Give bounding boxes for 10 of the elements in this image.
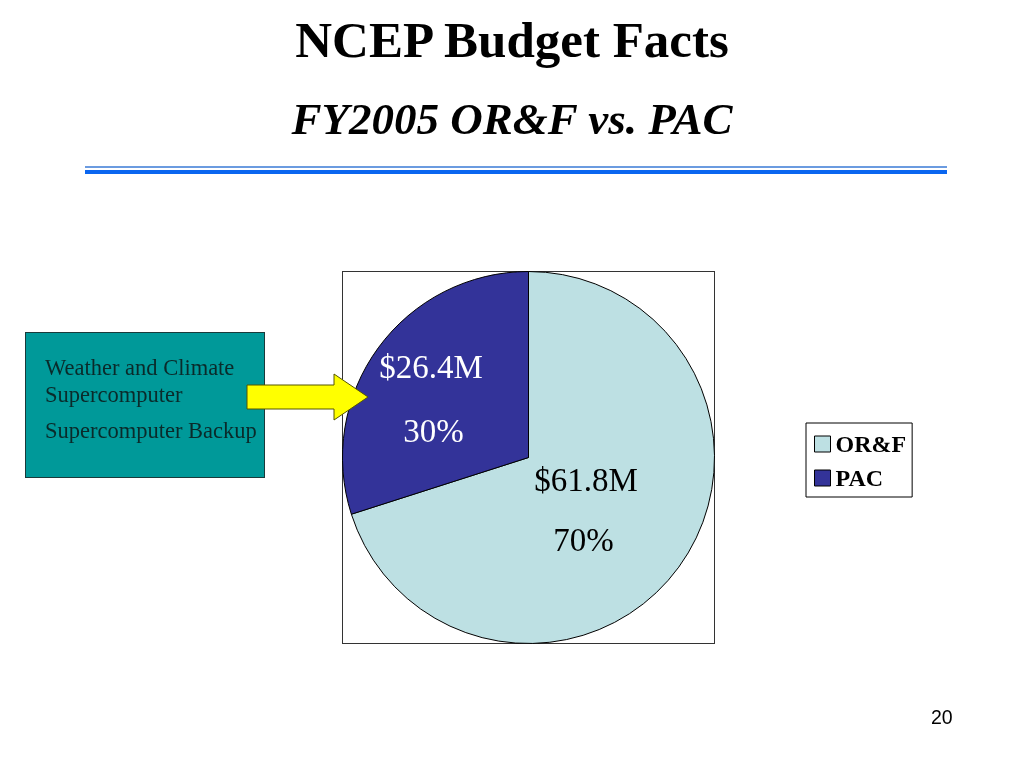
data-label: $26.4M bbox=[379, 348, 483, 385]
chart-subtitle: FY2005 OR&F vs. PAC bbox=[290, 93, 734, 144]
text: 70% bbox=[553, 522, 614, 559]
legend-label: OR&F bbox=[835, 431, 907, 457]
text: 30% bbox=[403, 412, 464, 449]
text: 20 bbox=[931, 706, 953, 729]
callout-box: Weather and Climate Supercomputer Supercomputer Backup bbox=[25, 332, 265, 478]
legend-label: PAC bbox=[835, 465, 884, 491]
chart-title: NCEP Budget Facts bbox=[295, 11, 729, 68]
data-label: $61.8M bbox=[534, 462, 638, 499]
